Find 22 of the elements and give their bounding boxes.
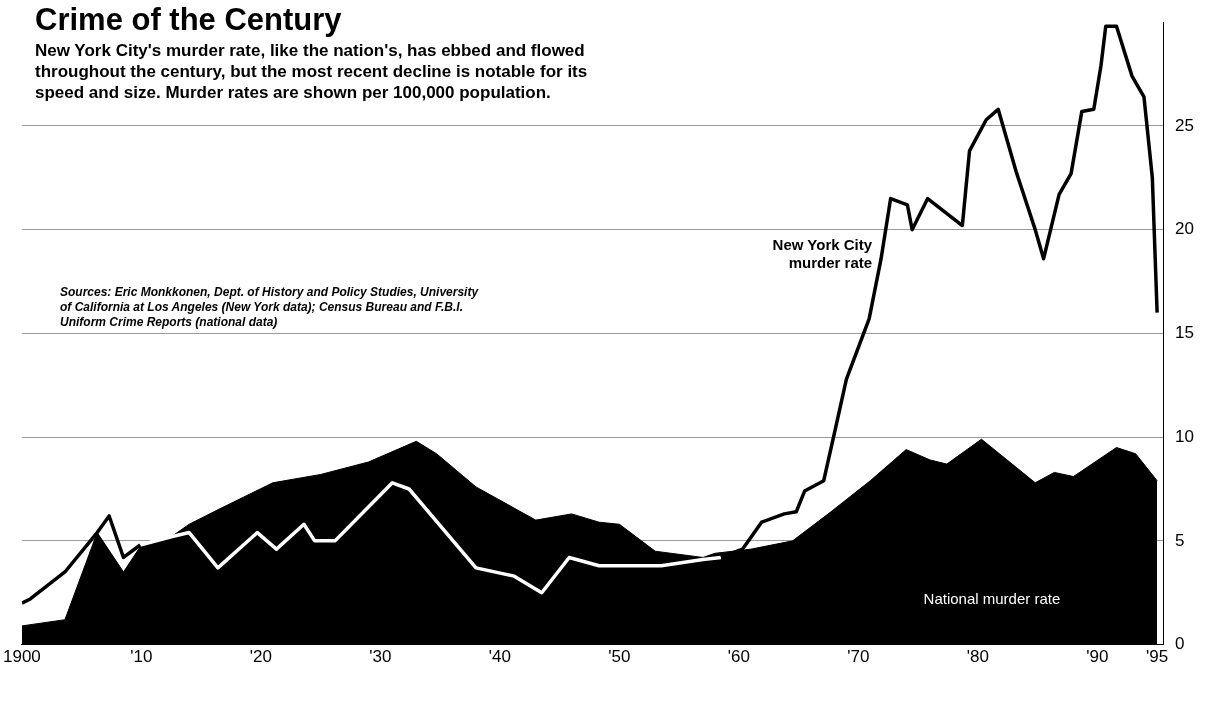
x-tick-label: '10 [130,647,153,667]
x-tick-label: '80 [966,647,989,667]
x-tick-label: '40 [488,647,511,667]
y-tick-label: 5 [1175,530,1185,550]
x-tick-label: '50 [608,647,631,667]
x-tick-label: 1900 [3,647,41,667]
y-tick-label: 10 [1175,426,1195,446]
x-tick-label: '60 [727,647,750,667]
y-tick-label: 15 [1175,323,1195,343]
chart-title: Crime of the Century [35,2,342,38]
y-tick-label: 20 [1175,219,1195,239]
series-label: National murder rate [923,589,1061,607]
x-tick-label: '95 [1146,647,1169,667]
x-tick-label: '70 [847,647,870,667]
annotation: Sources: Eric Monkkonen, Dept. of History and Policy Studies, University of California at Los Angeles (New York data); Census Bureau and F.B.I. Uniform Crime Reports (national data) [60,285,480,330]
y-tick-label: 25 [1175,115,1195,135]
x-tick-label: '30 [369,647,392,667]
x-tick-label: '20 [249,647,272,667]
series-label: New York City murder rate [772,236,873,272]
text: New York City's murder rate, like the nation's, has ebbed and flowed throughout the century, but the most recent decline is notable for its speed and size. Murder rates are shown per 100,000 population. [35,40,589,103]
x-tick-label: '90 [1086,647,1109,667]
y-tick-label: 0 [1175,634,1185,654]
